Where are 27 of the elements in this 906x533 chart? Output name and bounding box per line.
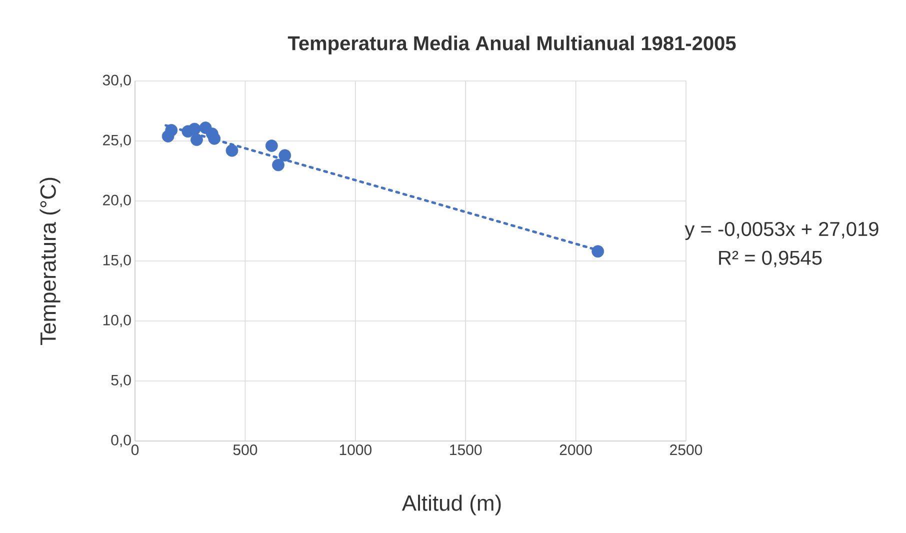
x-axis-title: Altitud (m) (402, 494, 501, 516)
text: R² = 0,9545 (719, 250, 822, 268)
point (165, 124, 178, 136)
y-tick-label: 10,0 (103, 314, 131, 328)
point (208, 132, 221, 145)
point (278, 149, 292, 162)
chart-title: Temperatura Media Anual Multianual 1981-2005 (288, 36, 736, 54)
point (592, 245, 604, 258)
x-tick-label: 500 (233, 444, 258, 456)
point (226, 144, 238, 157)
x-tick-label: 1000 (340, 444, 372, 456)
x-tick-label: 0 (131, 444, 139, 456)
point (188, 122, 201, 136)
point (190, 134, 203, 146)
x-tick-label: 2000 (560, 444, 592, 456)
y-tick-label: 30,0 (102, 74, 131, 88)
y-tick-label: 5,0 (111, 374, 131, 388)
annotation: y = -0,0053x + 27,019 (684, 222, 878, 240)
point (272, 158, 284, 172)
y-tick-label: 0,0 (111, 434, 131, 448)
point (265, 140, 278, 152)
x-tick-label: 1500 (450, 444, 482, 456)
x-tick-label: 2500 (670, 444, 702, 456)
y-axis-title: Temperatura (°C) (40, 178, 60, 345)
y-tick-label: 15,0 (103, 254, 131, 268)
y-tick-label: 25,0 (103, 134, 131, 148)
y-tick-label: 20,0 (103, 194, 131, 208)
